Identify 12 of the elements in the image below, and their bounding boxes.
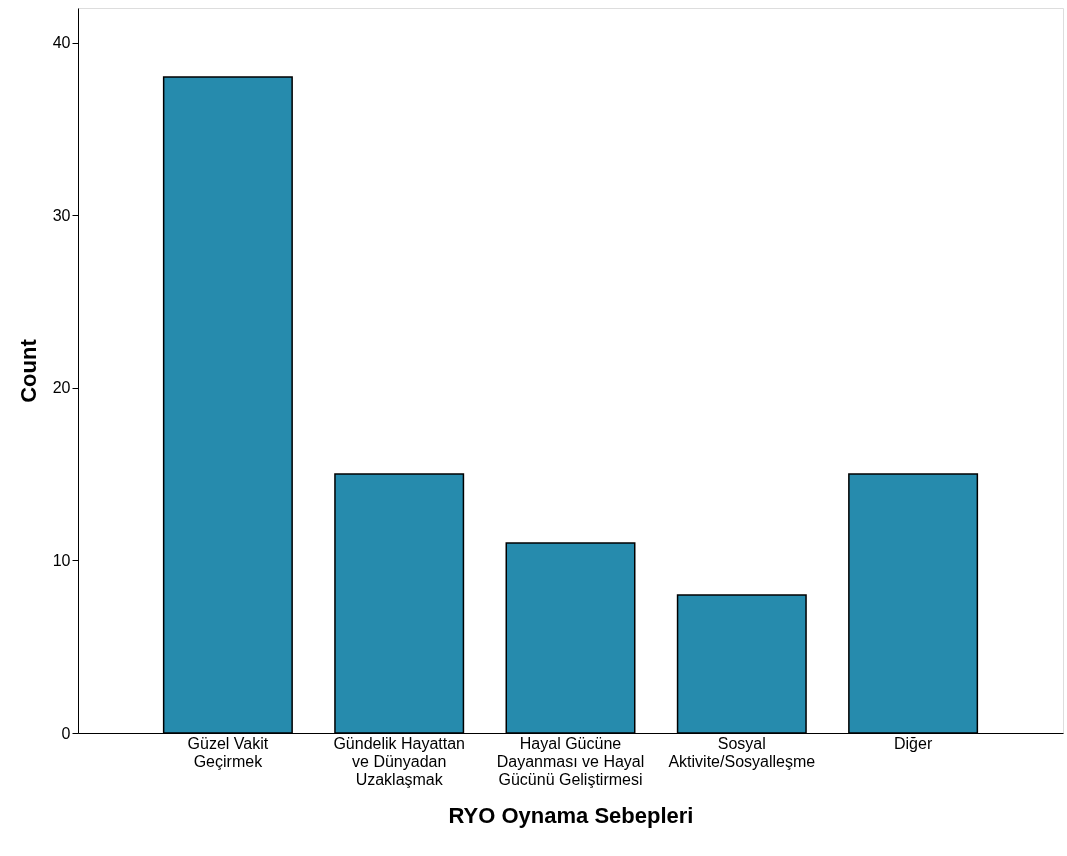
x-tick-label: Güzel Vakit Geçirmek	[187, 734, 269, 770]
y-tick-label: 0	[61, 724, 71, 742]
y-tick-label: 40	[52, 34, 71, 52]
x-tick-label: Sosyal Aktivite/Sosyalleşme	[668, 734, 816, 770]
y-tick-label: 10	[52, 551, 71, 569]
y-tick-label: 30	[52, 206, 71, 224]
y-tick-label: 20	[52, 379, 71, 397]
x-tick-label: Hayal Gücüne Dayanması ve Hayal Gücünü Geliştirmesi	[496, 734, 645, 788]
y-axis-title: Count	[15, 338, 41, 403]
x-tick-label: Gündelik Hayattan ve Dünyadan Uzaklaşmak	[333, 734, 466, 788]
x-axis-title: RYO Oynama Sebepleri	[448, 802, 694, 828]
x-tick-label: Diğer	[893, 734, 933, 752]
